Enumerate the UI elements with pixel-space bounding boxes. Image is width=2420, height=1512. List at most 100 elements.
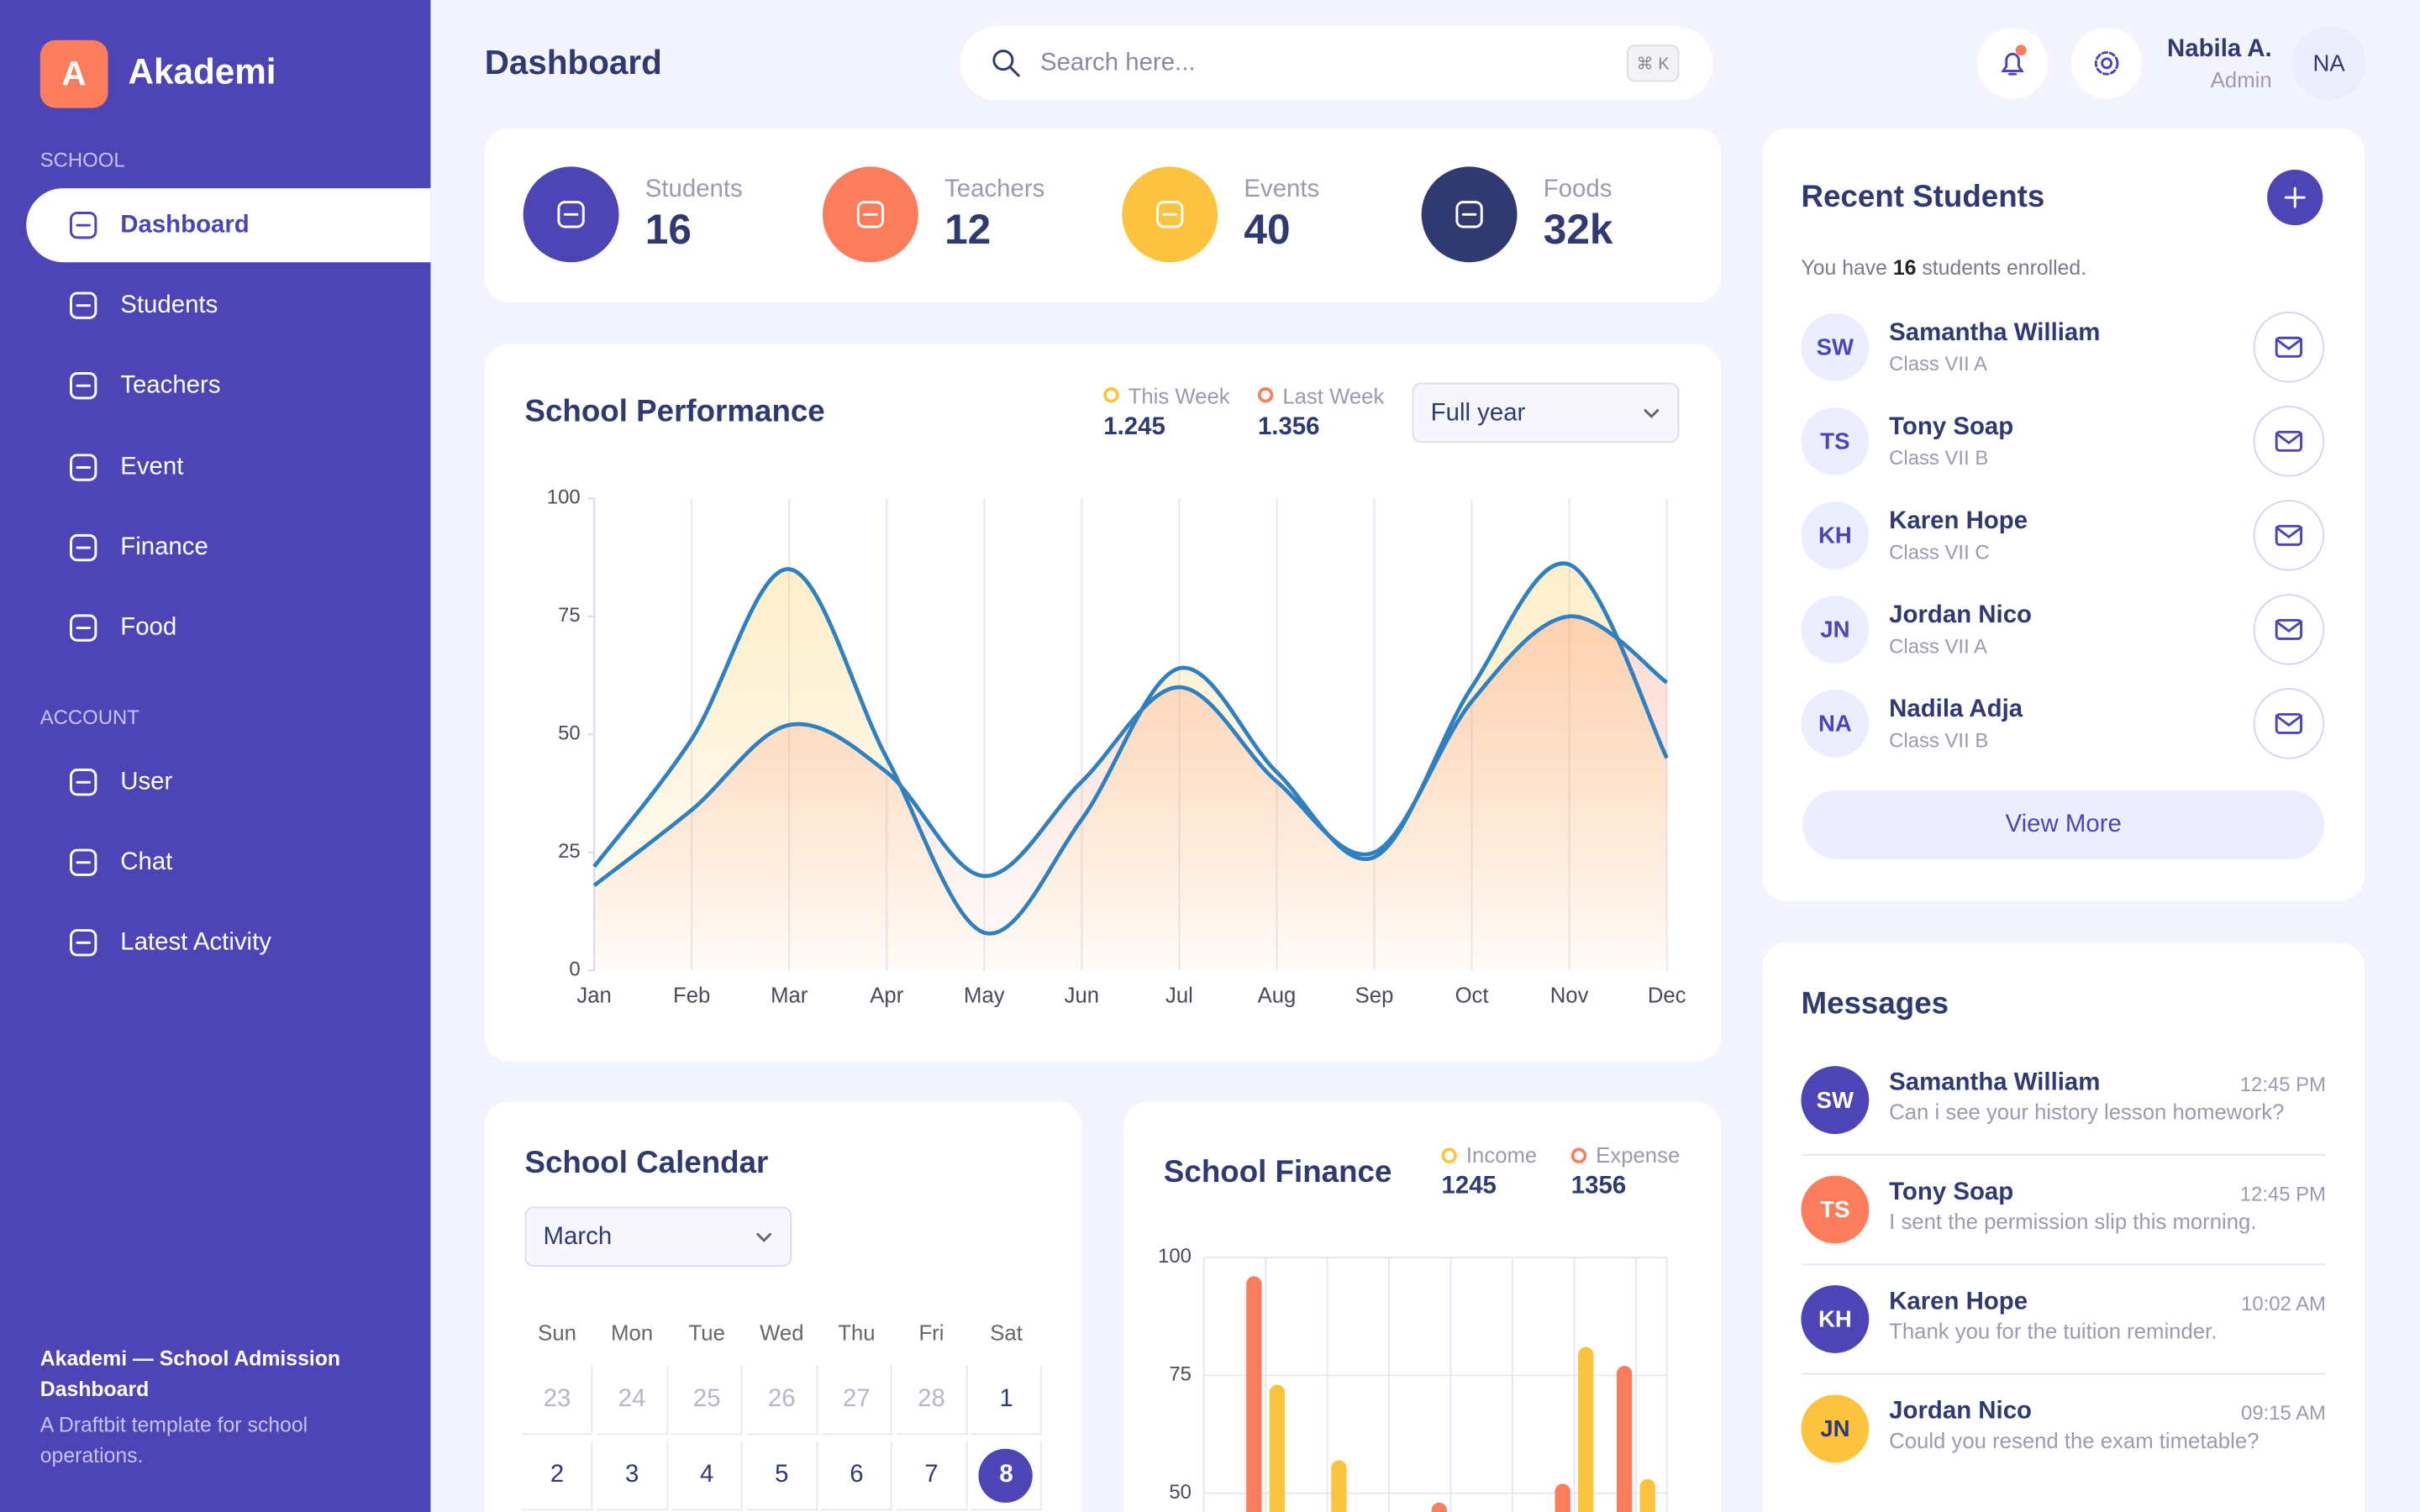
icon bbox=[70, 848, 97, 877]
separator bbox=[1801, 1373, 2326, 1375]
icon-part bbox=[2094, 50, 2119, 76]
x-tick-label: Jan bbox=[576, 984, 611, 1007]
legend-marker bbox=[1103, 387, 1119, 403]
day-cell[interactable]: 8 bbox=[971, 1441, 1042, 1511]
y-tick-label: 50 bbox=[558, 722, 581, 745]
avatar: NA bbox=[1801, 690, 1870, 758]
icon-part bbox=[70, 211, 97, 239]
day-cell[interactable]: 23 bbox=[521, 1365, 593, 1436]
day-cell[interactable]: 1 bbox=[971, 1365, 1042, 1436]
user-avatar[interactable]: NA bbox=[2291, 26, 2366, 101]
day-cell[interactable]: 26 bbox=[746, 1365, 818, 1436]
logo: A bbox=[39, 39, 108, 108]
x-tick-label: Jul bbox=[1165, 984, 1193, 1007]
sidebar: A Akademi SCHOOL Dashboard Students Teachers E… bbox=[0, 0, 431, 1512]
nav-item[interactable]: Teachers bbox=[120, 373, 221, 400]
search-box[interactable]: Search here... ⌘ K bbox=[960, 26, 1713, 101]
day: 25 bbox=[692, 1386, 721, 1413]
mail-button[interactable] bbox=[2253, 312, 2325, 383]
avatar: SW bbox=[1801, 312, 1870, 381]
icon bbox=[2275, 524, 2303, 546]
day: 24 bbox=[618, 1386, 646, 1413]
icon-part bbox=[70, 453, 97, 480]
student-class: Class VII C bbox=[1889, 540, 1990, 564]
icon-part bbox=[2275, 618, 2303, 640]
avatar: JN bbox=[1801, 1394, 1870, 1463]
selected-day bbox=[978, 1448, 1033, 1503]
day: 6 bbox=[850, 1462, 864, 1488]
stats-card: Students 16 Teachers 12 Events 40 Foods 32k bbox=[484, 128, 1721, 302]
day-cell[interactable]: 5 bbox=[746, 1441, 818, 1511]
sender-name: Samantha William bbox=[1889, 1069, 2101, 1096]
day-cell[interactable]: 25 bbox=[671, 1365, 743, 1436]
bar bbox=[1331, 1460, 1347, 1512]
nav-item[interactable]: Food bbox=[120, 614, 177, 641]
y-tick-label: 50 bbox=[1169, 1481, 1192, 1504]
avatar: TS bbox=[1801, 407, 1870, 475]
nav-item[interactable]: Dashboard bbox=[120, 212, 250, 239]
shortcut: ⌘ K bbox=[1626, 45, 1680, 82]
subtitle-text: students enrolled. bbox=[1916, 255, 2087, 280]
icon-part bbox=[70, 769, 97, 796]
nav-item[interactable]: Chat bbox=[120, 849, 173, 876]
stat-icon bbox=[1421, 166, 1518, 263]
icon-part bbox=[557, 201, 585, 228]
icon bbox=[992, 50, 1020, 77]
message-text: I sent the permission slip this morning. bbox=[1889, 1209, 2257, 1234]
page-title: Dashboard bbox=[484, 43, 662, 81]
stat-label: Events bbox=[1244, 176, 1320, 203]
mail-button[interactable] bbox=[2253, 406, 2325, 477]
stat-value: 40 bbox=[1244, 206, 1291, 253]
badge bbox=[2015, 45, 2027, 56]
add-button[interactable] bbox=[2267, 170, 2323, 226]
month-dropdown[interactable]: March bbox=[524, 1206, 792, 1267]
day: 27 bbox=[843, 1386, 871, 1413]
icon bbox=[2275, 618, 2303, 640]
x-tick-label: Jun bbox=[1065, 984, 1099, 1007]
day-cell[interactable]: 7 bbox=[896, 1441, 967, 1511]
day-cell[interactable]: 24 bbox=[596, 1365, 668, 1436]
bar bbox=[1431, 1502, 1447, 1512]
day-cell[interactable]: 28 bbox=[896, 1365, 967, 1436]
mail-button[interactable] bbox=[2253, 688, 2325, 759]
icon bbox=[70, 769, 97, 796]
legend-value: 1.356 bbox=[1257, 413, 1320, 441]
area bbox=[594, 616, 1667, 971]
legend-label: Last Week bbox=[1282, 383, 1385, 409]
icon bbox=[2001, 52, 2024, 76]
view-more-button[interactable]: View More bbox=[1802, 790, 2325, 860]
bar bbox=[1246, 1276, 1262, 1512]
icon-part bbox=[2101, 57, 2113, 70]
day-cell[interactable]: 4 bbox=[671, 1441, 743, 1511]
day-cell[interactable]: 27 bbox=[821, 1365, 892, 1436]
weekday: Tue bbox=[688, 1320, 725, 1345]
icon-part bbox=[70, 533, 97, 561]
nav-item[interactable]: User bbox=[120, 769, 173, 795]
day-cell[interactable]: 2 bbox=[521, 1441, 593, 1511]
icon-part bbox=[70, 929, 97, 958]
student-name: Karen Hope bbox=[1889, 508, 2028, 535]
calendar-title: School Calendar bbox=[524, 1146, 769, 1181]
nav-item[interactable]: Finance bbox=[120, 533, 208, 561]
day: 2 bbox=[550, 1462, 565, 1488]
x-tick-label: Nov bbox=[1550, 984, 1589, 1007]
nav-item[interactable]: Latest Activity bbox=[120, 930, 271, 957]
nav-item[interactable]: Students bbox=[120, 292, 218, 319]
day-cell[interactable]: 6 bbox=[821, 1441, 892, 1511]
weekday: Wed bbox=[760, 1320, 804, 1345]
icon-part bbox=[2275, 430, 2303, 452]
finance-card: 50 75 100 School Finance Income 1245 Expense 13… bbox=[1123, 1101, 1721, 1512]
day-cell[interactable]: 3 bbox=[596, 1441, 668, 1511]
avatar: SW bbox=[1801, 1066, 1870, 1134]
active-pill bbox=[26, 188, 431, 263]
bar bbox=[1555, 1483, 1570, 1512]
period-dropdown[interactable]: Full year bbox=[1412, 382, 1680, 444]
gear-button[interactable] bbox=[2070, 28, 2143, 99]
bell-button[interactable] bbox=[1976, 28, 2049, 99]
legend-marker bbox=[1257, 387, 1274, 403]
mail-button[interactable] bbox=[2253, 500, 2325, 571]
x-tick-label: Aug bbox=[1258, 984, 1297, 1007]
nav-item[interactable]: Event bbox=[120, 454, 184, 480]
mail-button[interactable] bbox=[2253, 594, 2325, 665]
icon-part bbox=[2275, 620, 2303, 633]
